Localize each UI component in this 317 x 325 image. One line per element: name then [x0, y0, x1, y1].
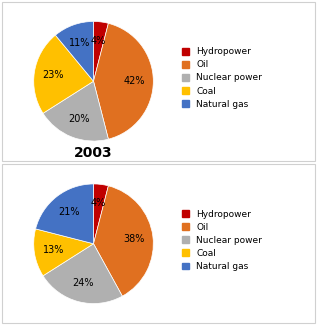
Wedge shape [94, 184, 108, 244]
Text: 38%: 38% [123, 234, 145, 244]
Text: 11%: 11% [69, 38, 90, 48]
Text: 24%: 24% [73, 278, 94, 288]
Wedge shape [36, 184, 94, 244]
Wedge shape [94, 186, 153, 296]
Text: 4%: 4% [91, 36, 106, 46]
Legend: Hydropower, Oil, Nuclear power, Coal, Natural gas: Hydropower, Oil, Nuclear power, Coal, Na… [182, 47, 262, 109]
Wedge shape [94, 21, 108, 81]
Title: 2003: 2003 [74, 146, 113, 160]
Text: 21%: 21% [58, 207, 79, 217]
Text: 23%: 23% [42, 70, 64, 80]
Text: 20%: 20% [68, 114, 89, 124]
Legend: Hydropower, Oil, Nuclear power, Coal, Natural gas: Hydropower, Oil, Nuclear power, Coal, Na… [182, 210, 262, 271]
Text: 42%: 42% [123, 76, 145, 86]
Text: 13%: 13% [43, 245, 64, 255]
Wedge shape [55, 21, 94, 81]
Wedge shape [43, 244, 122, 304]
Text: 4%: 4% [91, 198, 106, 208]
Wedge shape [34, 35, 94, 113]
Wedge shape [43, 81, 108, 141]
Wedge shape [34, 229, 94, 276]
Wedge shape [94, 23, 153, 139]
